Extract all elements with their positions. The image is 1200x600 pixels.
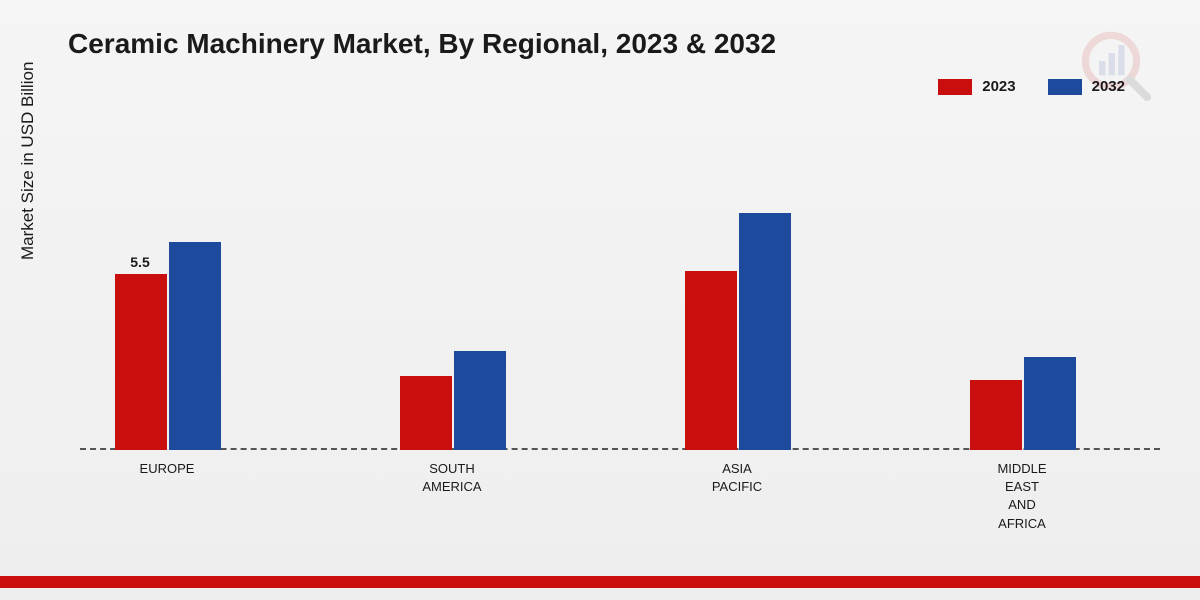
category-label: ASIAPACIFIC xyxy=(667,460,807,496)
legend-label-2023: 2023 xyxy=(982,78,1015,95)
y-axis-label: Market Size in USD Billion xyxy=(18,62,38,260)
bar-2032 xyxy=(739,213,791,450)
legend: 2023 2032 xyxy=(938,78,1125,95)
bar-value-label: 5.5 xyxy=(115,254,165,270)
footer-accent-bar xyxy=(0,576,1200,588)
bar-group xyxy=(970,357,1076,450)
bar-group: 5.5 xyxy=(115,242,221,450)
bar-2032 xyxy=(454,351,506,450)
bar-2023 xyxy=(970,380,1022,450)
bar-2023 xyxy=(400,376,452,450)
legend-label-2032: 2032 xyxy=(1092,78,1125,95)
bar-2023 xyxy=(115,274,167,450)
bar-2032 xyxy=(1024,357,1076,450)
bar-2023 xyxy=(685,271,737,450)
legend-swatch-2023 xyxy=(938,79,972,95)
legend-item-2023: 2023 xyxy=(938,78,1015,95)
bar-group xyxy=(685,213,791,450)
bar-2032 xyxy=(169,242,221,450)
category-label: EUROPE xyxy=(97,460,237,478)
watermark-bar1 xyxy=(1099,61,1105,75)
category-label: MIDDLEEASTANDAFRICA xyxy=(952,460,1092,533)
legend-swatch-2032 xyxy=(1048,79,1082,95)
category-label: SOUTHAMERICA xyxy=(382,460,522,496)
watermark-bar3 xyxy=(1118,45,1124,75)
legend-item-2032: 2032 xyxy=(1048,78,1125,95)
plot-area: 5.5 xyxy=(80,130,1160,450)
bar-group xyxy=(400,351,506,450)
watermark-handle xyxy=(1129,79,1147,97)
watermark-bar2 xyxy=(1109,53,1115,75)
chart-title: Ceramic Machinery Market, By Regional, 2… xyxy=(68,28,776,60)
